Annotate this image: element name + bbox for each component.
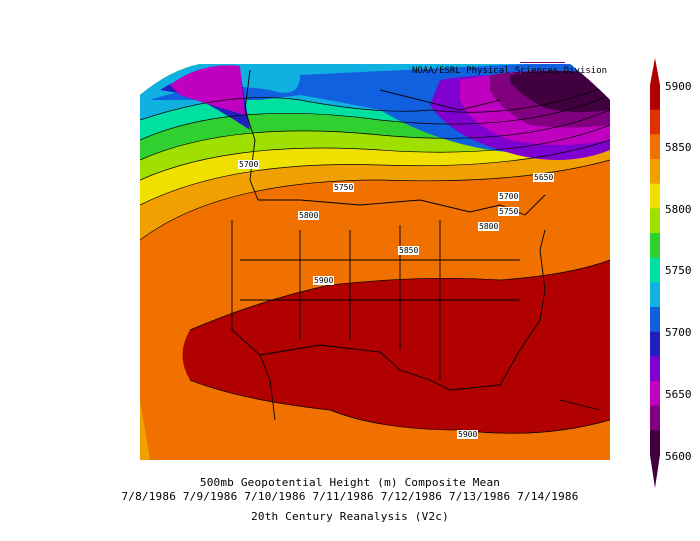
- credit-text: NOAA/ESRL Physical Sciences Division: [412, 66, 608, 76]
- contour-label-5850-central: 5850: [398, 246, 420, 255]
- colorbar-cell: [650, 257, 660, 283]
- band-5625-west: [170, 65, 245, 115]
- colorbar-top-arrow: [650, 58, 660, 85]
- colorbar-cell: [650, 430, 660, 456]
- colorbar-cell: [650, 233, 660, 259]
- colorbar-tick-label: 5800: [665, 203, 692, 216]
- colorbar-bottom-arrow: [650, 455, 660, 488]
- credit-underline: [520, 62, 565, 63]
- colorbar-tick-label: 5900: [665, 80, 692, 93]
- colorbar-cell: [650, 282, 660, 308]
- colorbar-cell: [650, 183, 660, 209]
- caption-dataset: 20th Century Reanalysis (V2c): [251, 510, 449, 523]
- contour-lines: [140, 84, 610, 434]
- caption-title: 500mb Geopotential Height (m) Composite …: [199, 476, 501, 489]
- contour-label-5650-east: 5650: [533, 173, 555, 182]
- contour-label-5900-west: 5900: [313, 276, 335, 285]
- caption-dates: 7/8/1986 7/9/1986 7/10/1986 7/11/1986 7/…: [121, 490, 579, 503]
- colorbar-cell: [650, 109, 660, 135]
- geopotential-height-field: [140, 64, 610, 460]
- contour-label-5750-central: 5750: [333, 183, 355, 192]
- colorbar-tick-label: 5600: [665, 450, 692, 463]
- contour-label-5800-east: 5800: [478, 222, 500, 231]
- colorbar-tick-label: 5650: [665, 388, 692, 401]
- colorbar-cell: [650, 208, 660, 234]
- band-5575: [510, 70, 610, 113]
- contour-label-5900-south: 5900: [457, 430, 479, 439]
- band-5900: [182, 260, 610, 434]
- colorbar-tick-label: 5700: [665, 326, 692, 339]
- colorbar-cell: [650, 159, 660, 185]
- political-boundaries: [231, 69, 601, 421]
- colorbar-cell: [650, 85, 660, 111]
- colorbar: [650, 85, 660, 456]
- colorbar-cell: [650, 331, 660, 357]
- colorbar-cell: [650, 405, 660, 431]
- colorbar-cell: [650, 134, 660, 160]
- contour-label-5700-west: 5700: [238, 160, 260, 169]
- colorbar-tick-label: 5850: [665, 141, 692, 154]
- contour-label-5750-east: 5750: [498, 207, 520, 216]
- colorbar-cell: [650, 307, 660, 333]
- colorbar-cell: [650, 356, 660, 382]
- contour-label-5800-west: 5800: [298, 211, 320, 220]
- band-5825-sw: [140, 400, 150, 460]
- colorbar-cell: [650, 381, 660, 407]
- colorbar-tick-label: 5750: [665, 264, 692, 277]
- contour-label-5700-east: 5700: [498, 192, 520, 201]
